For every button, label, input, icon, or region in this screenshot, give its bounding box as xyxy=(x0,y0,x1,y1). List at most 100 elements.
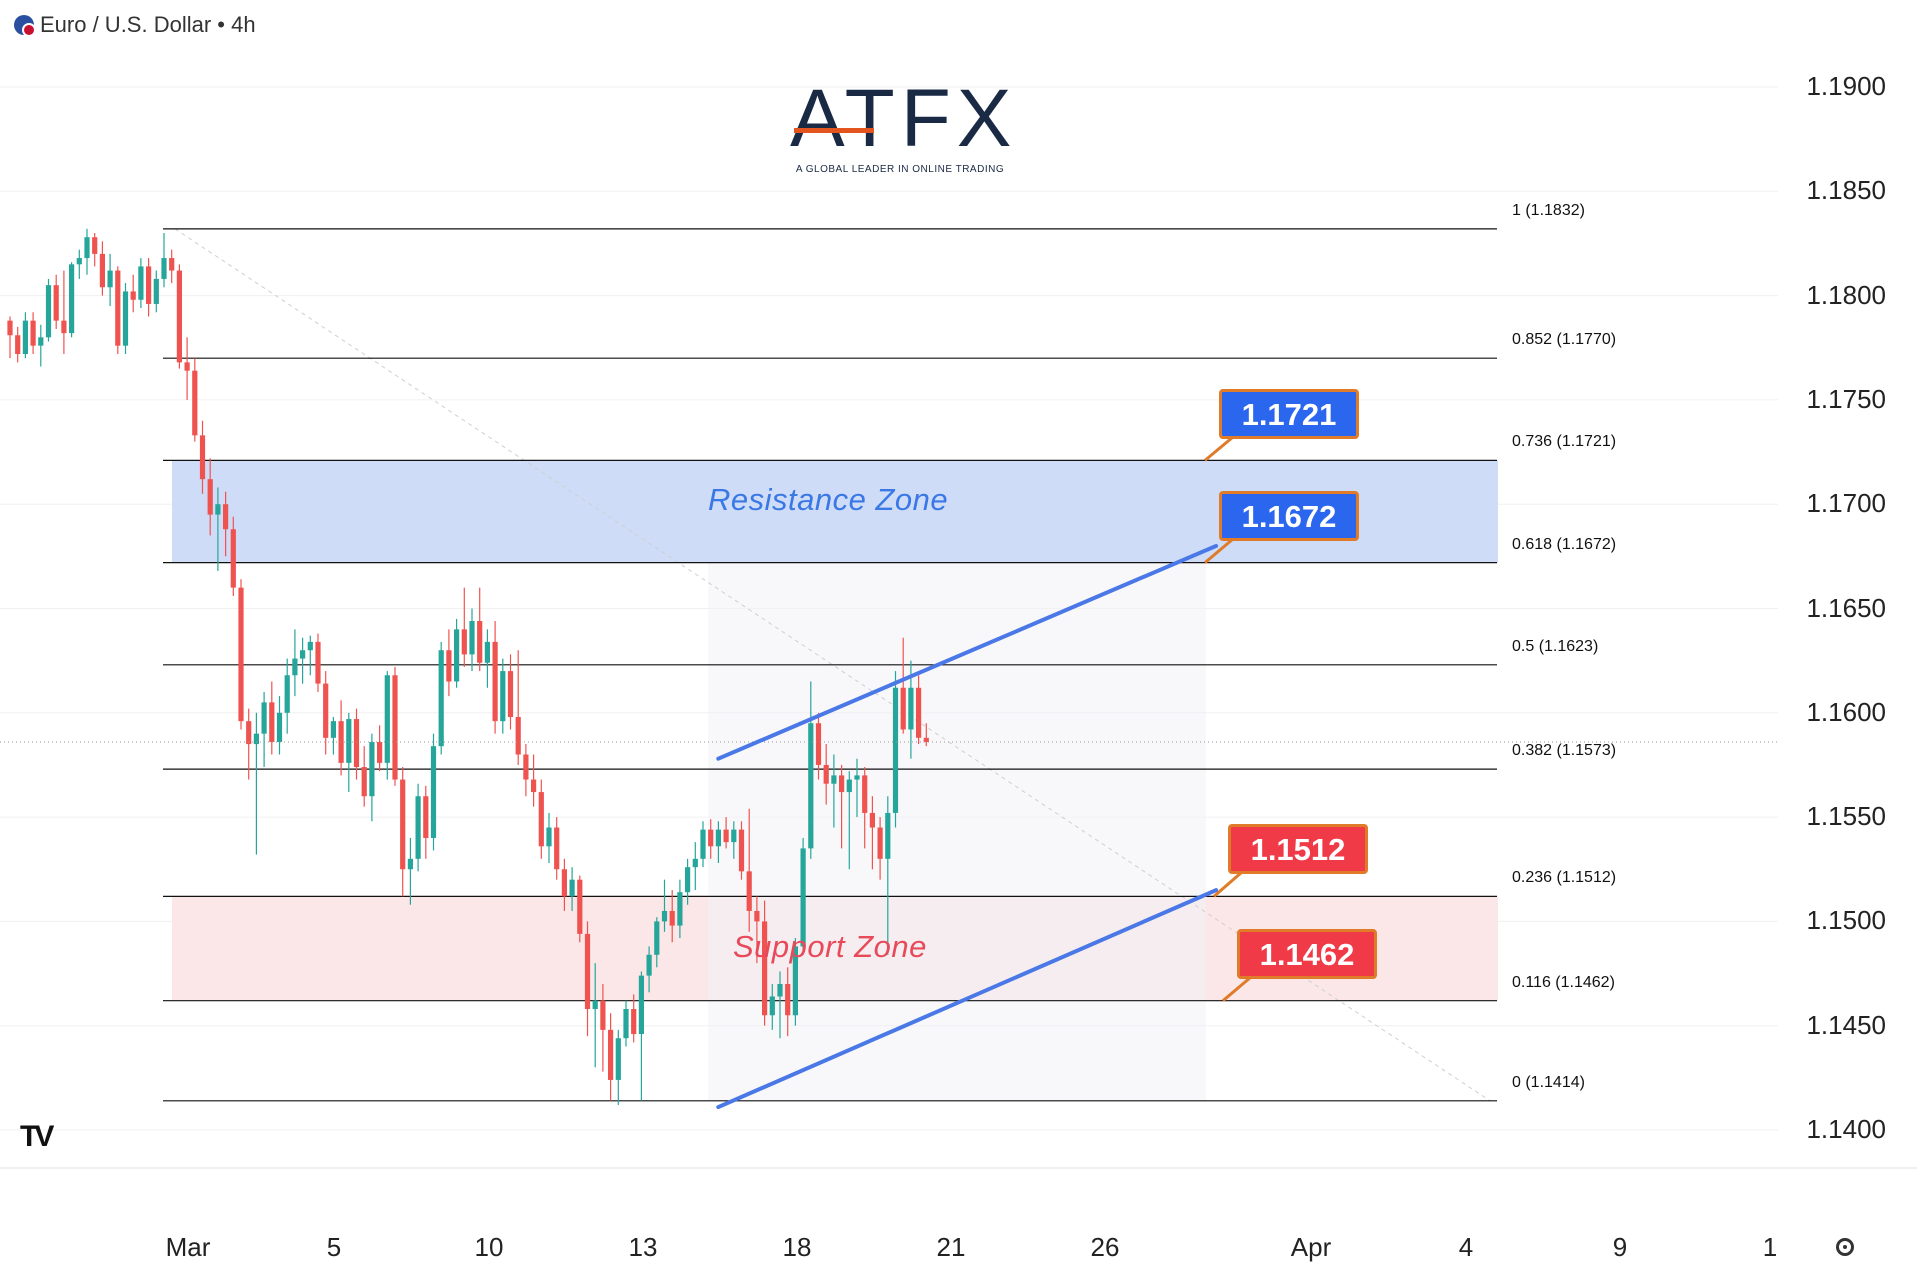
candle-body xyxy=(269,702,275,743)
candle-body xyxy=(900,687,906,730)
candle-body xyxy=(638,975,644,1035)
candle-body xyxy=(916,687,922,738)
candle-body xyxy=(738,829,745,872)
candle-body xyxy=(122,291,129,346)
candle-body xyxy=(461,629,467,655)
candle-body xyxy=(561,869,567,897)
candle-body xyxy=(276,712,283,743)
tradingview-logo-icon[interactable]: TV xyxy=(20,1120,54,1153)
candle-body xyxy=(361,767,367,797)
x-axis-tick: Mar xyxy=(165,1232,211,1262)
candle-body xyxy=(669,910,675,926)
candle-body xyxy=(569,879,575,897)
candle-body xyxy=(369,742,375,797)
candle-body xyxy=(769,996,775,1016)
channel-upper-line xyxy=(716,543,1219,761)
candle-body xyxy=(130,291,136,300)
x-axis-tick: 1 xyxy=(1762,1232,1778,1262)
y-axis-tick: 1.1750 xyxy=(1806,383,1886,414)
candle-body xyxy=(592,1000,598,1010)
atfx-logo: ATFX A GLOBAL LEADER IN ONLINE TRADING xyxy=(790,73,1018,176)
x-axis-tick: 10 xyxy=(474,1232,504,1262)
y-axis-tick: 1.1700 xyxy=(1806,488,1886,519)
candle-body xyxy=(892,687,899,813)
candle-body xyxy=(238,587,244,722)
eur-usd-flag-icon xyxy=(14,15,36,37)
candle-body xyxy=(785,983,791,1016)
candle-body xyxy=(631,1009,637,1035)
candle-body xyxy=(700,829,706,859)
candle-body xyxy=(138,266,144,300)
zone-label: Resistance Zone xyxy=(708,482,949,518)
candle-body xyxy=(15,335,21,355)
candle-body xyxy=(839,775,845,793)
candle-body xyxy=(430,746,437,838)
price-callout: 1.1512 xyxy=(1228,824,1368,874)
candle-body xyxy=(223,504,229,530)
callout-pointer xyxy=(1204,435,1234,462)
candle-body xyxy=(800,848,806,947)
logo-wordmark: ATFX xyxy=(790,73,1018,164)
candle-body xyxy=(184,362,190,371)
candle-body xyxy=(731,829,737,843)
candle-body xyxy=(76,258,82,265)
x-axis-tick: 13 xyxy=(628,1232,658,1262)
candle-body xyxy=(377,742,383,763)
candle-body xyxy=(161,258,167,279)
candle-body xyxy=(7,320,13,336)
candle-body xyxy=(677,892,683,926)
fib-label: 0.736 (1.1721) xyxy=(1512,433,1617,451)
candle-body xyxy=(99,253,105,288)
candle-body xyxy=(153,278,159,304)
x-axis-tick: 5 xyxy=(326,1232,342,1262)
price-callout: 1.1462 xyxy=(1237,929,1377,979)
candle-body xyxy=(253,733,259,745)
candle-body xyxy=(330,721,336,738)
y-axis-tick: 1.1550 xyxy=(1806,801,1886,832)
candle-body xyxy=(515,716,521,755)
channel-lower-line xyxy=(716,888,1219,1110)
candle-body xyxy=(261,702,267,734)
logo-tagline: A GLOBAL LEADER IN ONLINE TRADING xyxy=(795,164,1005,175)
candle-body xyxy=(523,754,529,780)
candle-body xyxy=(808,723,814,849)
candle-body xyxy=(823,764,829,784)
candle-body xyxy=(869,812,875,828)
candle-body xyxy=(623,1009,629,1039)
candle-body xyxy=(777,983,783,997)
candle-body xyxy=(346,719,352,763)
candle-body xyxy=(692,858,698,868)
candle-body xyxy=(831,775,837,784)
candle-body xyxy=(862,775,868,813)
fib-label: 0.236 (1.1512) xyxy=(1512,869,1617,887)
x-axis-tick: 21 xyxy=(936,1232,966,1262)
candle-body xyxy=(292,658,298,676)
candle-body xyxy=(215,504,221,515)
candle-body xyxy=(400,779,406,870)
candle-body xyxy=(854,775,860,780)
x-axis-tick: Apr xyxy=(1290,1232,1332,1262)
candle-body xyxy=(500,671,506,722)
candle-body xyxy=(577,879,583,934)
settings-icon[interactable] xyxy=(1836,1238,1854,1256)
fib-label: 0.382 (1.1573) xyxy=(1512,742,1617,760)
price-callout: 1.1672 xyxy=(1219,491,1359,541)
candle-body xyxy=(507,671,514,717)
candle-body xyxy=(315,641,321,684)
y-axis-tick: 1.1500 xyxy=(1806,905,1886,936)
y-axis-tick: 1.1450 xyxy=(1806,1009,1886,1040)
candle-body xyxy=(84,237,90,259)
candle-body xyxy=(207,479,213,515)
fib-label: 0.618 (1.1672) xyxy=(1512,535,1617,553)
y-axis-tick: 1.1850 xyxy=(1806,175,1886,206)
symbol-header[interactable]: Euro / U.S. Dollar • 4h xyxy=(14,12,256,38)
callout-pointer xyxy=(1222,975,1252,1002)
candle-body xyxy=(407,858,413,870)
x-axis-tick: 4 xyxy=(1458,1232,1474,1262)
candle-body xyxy=(477,621,483,663)
candle-body xyxy=(484,641,490,663)
candle-body xyxy=(438,650,444,747)
candle-body xyxy=(199,435,206,480)
candle-body xyxy=(661,910,668,922)
